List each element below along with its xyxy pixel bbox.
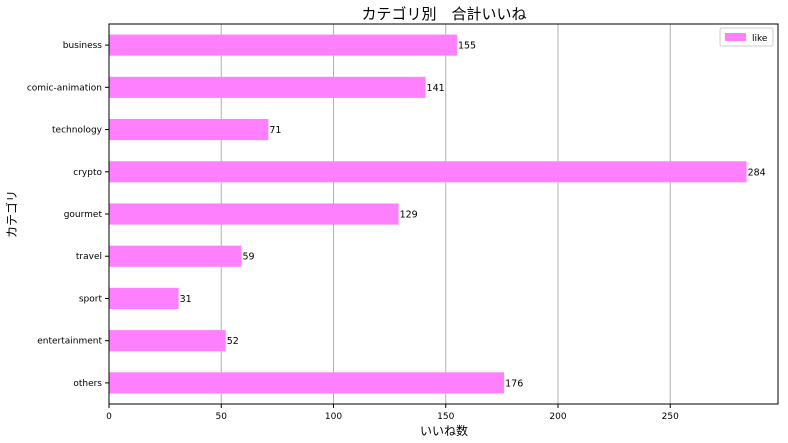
legend-label: like bbox=[752, 34, 768, 44]
bar-value-label: 141 bbox=[427, 83, 445, 94]
bar-value-label: 284 bbox=[748, 167, 766, 178]
bar-gourmet bbox=[109, 203, 399, 225]
bar-others bbox=[109, 372, 505, 394]
bar-comic-animation bbox=[109, 76, 426, 98]
bar-value-label: 59 bbox=[242, 252, 254, 263]
bar-technology bbox=[109, 119, 269, 141]
x-tick-label: 100 bbox=[325, 412, 342, 422]
legend-swatch bbox=[725, 33, 746, 41]
x-tick-label: 150 bbox=[437, 412, 454, 422]
legend-box bbox=[719, 27, 774, 47]
y-tick-label: gourmet bbox=[64, 210, 103, 220]
bar-business bbox=[109, 34, 457, 56]
bar-value-label: 52 bbox=[227, 336, 239, 347]
y-tick-label: technology bbox=[52, 126, 103, 136]
bar-crypto bbox=[109, 161, 747, 183]
bar-value-label: 176 bbox=[505, 378, 523, 389]
bar-value-label: 155 bbox=[458, 41, 476, 52]
y-tick-label: comic-animation bbox=[27, 83, 102, 93]
bar-value-label: 31 bbox=[180, 294, 192, 305]
bars bbox=[109, 34, 747, 394]
x-tick-label: 50 bbox=[216, 412, 228, 422]
bar-value-labels: 155 141 71 284 129 59 31 52 176 bbox=[180, 41, 766, 390]
y-tick-label: entertainment bbox=[37, 337, 102, 347]
y-tick-label: travel bbox=[76, 252, 102, 262]
y-tick-label: sport bbox=[79, 294, 103, 304]
legend: like bbox=[719, 27, 774, 47]
x-tick-label: 200 bbox=[549, 412, 566, 422]
x-tick-label: 250 bbox=[662, 412, 679, 422]
x-axis-title: いいね数 bbox=[420, 423, 468, 438]
bar-sport bbox=[109, 287, 179, 309]
x-axis-ticks: 0 50 100 150 200 250 bbox=[106, 404, 679, 422]
chart-title: カテゴリ別 合計いいね bbox=[361, 5, 526, 23]
y-axis-title: カテゴリ bbox=[4, 190, 19, 238]
bar-value-label: 129 bbox=[400, 210, 418, 221]
y-axis-ticks: business comic-animation technology crypto g… bbox=[27, 41, 109, 389]
y-tick-label: business bbox=[63, 41, 103, 51]
y-tick-label: others bbox=[73, 379, 102, 389]
bar-travel bbox=[109, 245, 242, 267]
bar-entertainment bbox=[109, 330, 226, 352]
y-tick-label: crypto bbox=[73, 168, 102, 178]
bar-value-label: 71 bbox=[269, 125, 281, 136]
x-tick-label: 0 bbox=[106, 412, 112, 422]
